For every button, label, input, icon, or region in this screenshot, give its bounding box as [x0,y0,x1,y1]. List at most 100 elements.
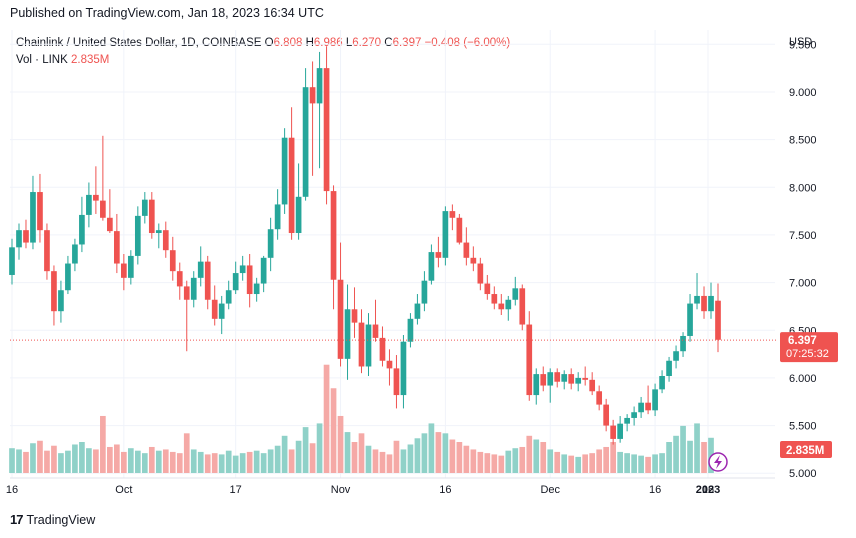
volume-bar [687,440,693,473]
candle-body [183,286,190,300]
volume-bar [288,449,295,473]
candle-body [337,279,344,359]
volume-bar [701,442,707,473]
candle-body [589,379,596,392]
candle-body [477,263,484,284]
volume-bar [386,454,393,473]
volume-bar [596,449,603,473]
volume-bar [498,455,505,473]
volume-bar [58,453,64,473]
candle-body [449,211,456,218]
candle-body [72,244,78,264]
volume-bar [505,450,512,473]
candle-body [575,377,582,384]
candle-body [512,288,519,300]
candle-body [176,271,183,287]
legend-high-value: 6.986 [313,37,343,49]
candle-body [155,230,162,234]
volume-bar [519,446,526,473]
candle-body [379,337,386,361]
price-tick-label: 9.500 [789,39,817,51]
volume-bar [141,453,148,473]
volume-bar [435,432,442,473]
volume-bar [484,453,491,473]
tradingview-brand: TradingView [26,512,96,527]
candle-body [414,303,421,319]
candle-body [44,230,50,272]
candle-body [610,425,616,439]
candle-body [715,300,721,340]
candle-body [169,250,176,272]
volume-bar [631,454,637,473]
volume-bar [120,451,127,473]
volume-bar [407,444,414,473]
candle-body [617,423,623,439]
price-tick-label: 5.000 [789,468,817,480]
volume-bar [204,454,211,473]
volume-bar [351,442,358,473]
time-tick-label: Dec [540,484,560,496]
price-axis: 9.5009.0008.5008.0007.5007.0006.5006.000… [789,39,817,480]
candle-body [519,288,526,325]
volume-bar [463,445,470,473]
candle-body [568,374,575,384]
candle-body [93,194,99,201]
volume-bar [134,450,141,473]
candle-body [400,341,407,396]
candle-body [309,87,316,104]
candle-body [141,199,148,216]
tradingview-logo[interactable]: 17 TradingView [10,512,95,527]
candle-body [162,230,169,251]
volume-bar [79,442,85,473]
candle-body [393,368,400,396]
legend-close-value: 6.397 [392,37,422,49]
candle-body [23,230,29,243]
legend-open-value: 6.808 [273,37,303,49]
volume-bar [477,451,484,473]
candle-body [407,318,414,342]
candle-body [358,322,365,367]
volume-bar [100,415,106,473]
last-volume-value: 2.835M [786,445,824,457]
candle-body [596,391,603,405]
volume-bar [449,439,456,473]
volume-bar [610,442,616,473]
candle-body [442,211,449,258]
legend-low-label: L [345,37,353,49]
time-tick-label: 16 [649,484,661,496]
candle-body [687,303,693,336]
volume-bar [442,433,449,473]
volume-bar [260,453,267,473]
volume-bar [337,415,344,473]
candle-body [680,335,686,352]
time-tick-label: 16 [702,484,714,496]
candle-body [652,389,658,411]
volume-bar [190,449,197,473]
candle-body [470,257,477,264]
candle-body [114,231,120,264]
legend-volume-label: Vol · LINK [16,54,68,66]
volume-bar [281,435,288,473]
volume-bar [652,454,658,473]
volume-bar [176,453,183,473]
price-tick-label: 8.000 [789,182,817,194]
candle-body [86,194,92,215]
candle-body [498,303,505,310]
volume-bar [680,425,686,473]
candle-body [708,295,714,312]
volume-bar [114,444,120,473]
candle-body [365,324,372,367]
volume-bar [253,450,260,473]
volume-bar [526,435,533,473]
volume-bar [666,442,672,473]
volume-bars [9,364,714,473]
lightning-icon[interactable] [708,452,728,472]
candle-body [260,257,267,284]
legend-row-symbol: Chainlink / United States Dollar, 1D, CO… [16,35,510,52]
candle-body [372,324,379,338]
candle-body [274,204,281,230]
candle-body [79,214,85,245]
currency-label: USD [789,36,812,48]
